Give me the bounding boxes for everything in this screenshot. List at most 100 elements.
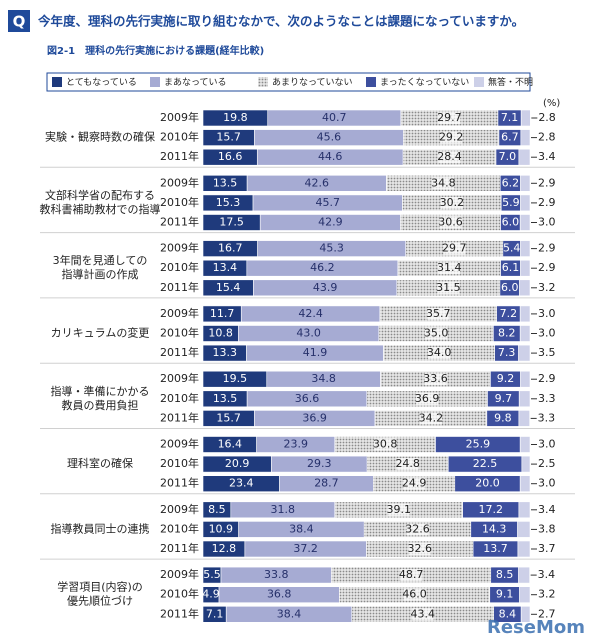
label-bg (403, 477, 426, 490)
value-label: 3.2 (538, 588, 556, 601)
label-bg (403, 588, 426, 601)
value-label: 22.5 (473, 457, 498, 470)
group-label: 理科室の確保 (67, 456, 133, 470)
label-bg (438, 112, 461, 124)
legend-swatch (150, 77, 160, 87)
year-label: 2010年 (160, 326, 199, 340)
year-label: 2011年 (160, 476, 199, 490)
value-label: 38.4 (289, 522, 314, 535)
legend-swatch (258, 77, 268, 87)
value-label: 8.4 (499, 607, 517, 620)
value-label: 34.8 (431, 176, 456, 189)
value-label: 13.3 (212, 346, 237, 359)
value-label: 9.8 (494, 411, 512, 424)
value-label: 13.5 (213, 392, 238, 405)
value-label: 36.6 (295, 392, 320, 405)
value-label: 28.7 (314, 477, 339, 490)
value-label: 33.6 (423, 372, 448, 385)
value-label: 45.3 (319, 242, 344, 255)
value-label: 19.8 (223, 111, 248, 124)
label-bg (437, 281, 460, 294)
bar-segment (518, 344, 531, 362)
q-box (8, 10, 30, 32)
value-label: 43.9 (313, 281, 338, 294)
bar-segment (517, 521, 531, 538)
bar-segment (518, 566, 530, 584)
value-label: 29.2 (439, 131, 464, 144)
value-label: 30.2 (440, 196, 465, 209)
value-label: 34.8 (311, 372, 336, 385)
legend-swatch (52, 77, 62, 87)
value-label: 3.3 (538, 411, 556, 424)
bar-segment (519, 214, 531, 231)
value-label: 3.4 (538, 503, 556, 516)
value-label: 24.9 (402, 477, 427, 490)
label-bg (438, 262, 461, 275)
label-bg (432, 177, 455, 190)
value-label: 4.9 (202, 588, 220, 601)
value-label: 35.0 (424, 327, 449, 340)
value-label: 3.0 (538, 307, 556, 320)
group-label: 指導・準備にかかる (51, 384, 150, 398)
unit: (%) (543, 98, 560, 109)
value-label: 14.3 (482, 522, 507, 535)
value-label: 2.9 (538, 176, 556, 189)
value-label: 7.2 (500, 307, 518, 320)
value-label: 3.3 (538, 392, 556, 405)
label-bg (411, 608, 434, 621)
label-bg (438, 151, 461, 164)
value-label: 10.9 (209, 522, 234, 535)
value-label: 46.0 (402, 588, 427, 601)
value-label: 6.1 (502, 261, 520, 274)
value-label: 34.2 (419, 411, 444, 424)
bar-segment (519, 305, 531, 323)
value-label: 36.8 (267, 588, 292, 601)
value-label: 36.9 (302, 411, 327, 424)
question: 今年度、理科の先行実施に取り組むなかで、次のようなことは課題になっていますか。 (37, 14, 524, 29)
value-label: 28.4 (437, 150, 462, 163)
value-label: 36.9 (415, 392, 440, 405)
bar-segment (520, 259, 531, 277)
value-label: 44.6 (318, 150, 343, 163)
value-label: 38.4 (277, 607, 302, 620)
label-bg (425, 327, 448, 340)
value-label: 7.0 (499, 150, 517, 163)
value-label: 19.5 (223, 372, 248, 385)
value-label: 17.5 (219, 216, 244, 229)
year-label: 2009年 (160, 241, 199, 255)
value-label: 8.5 (496, 568, 514, 581)
year-label: 2009年 (160, 502, 199, 516)
value-label: 3.2 (538, 281, 556, 294)
value-label: 15.4 (216, 281, 241, 294)
value-label: 7.3 (498, 346, 516, 359)
label-bg (419, 412, 442, 425)
value-label: 6.0 (501, 281, 519, 294)
label-bg (440, 131, 463, 144)
value-label: 9.1 (496, 588, 514, 601)
bar-segment (520, 605, 531, 623)
value-label: 3.0 (538, 477, 556, 490)
value-label: 12.8 (212, 542, 237, 555)
value-label: 3.5 (538, 346, 556, 359)
value-label: 9.2 (497, 372, 515, 385)
bar-segment (519, 436, 531, 453)
label-bg (440, 196, 463, 209)
value-label: 40.7 (322, 111, 347, 124)
value-label: 10.8 (208, 327, 233, 340)
value-label: 20.9 (225, 457, 250, 470)
group-label: 指導計画の作成 (62, 267, 139, 281)
value-label: 6.0 (502, 216, 520, 229)
value-label: 2.9 (538, 372, 556, 385)
value-label: 32.6 (408, 542, 433, 555)
value-label: 29.3 (307, 457, 332, 470)
year-label: 2010年 (160, 587, 199, 601)
value-label: 43.0 (296, 327, 321, 340)
value-label: 5.4 (503, 242, 521, 255)
label-bg (428, 347, 451, 360)
label-bg (406, 523, 429, 536)
legend-label: まあなっている (164, 77, 227, 88)
value-label: 13.7 (483, 542, 508, 555)
value-label: 13.5 (213, 176, 238, 189)
q-mark: Q (13, 13, 26, 31)
value-label: 37.2 (293, 542, 318, 555)
